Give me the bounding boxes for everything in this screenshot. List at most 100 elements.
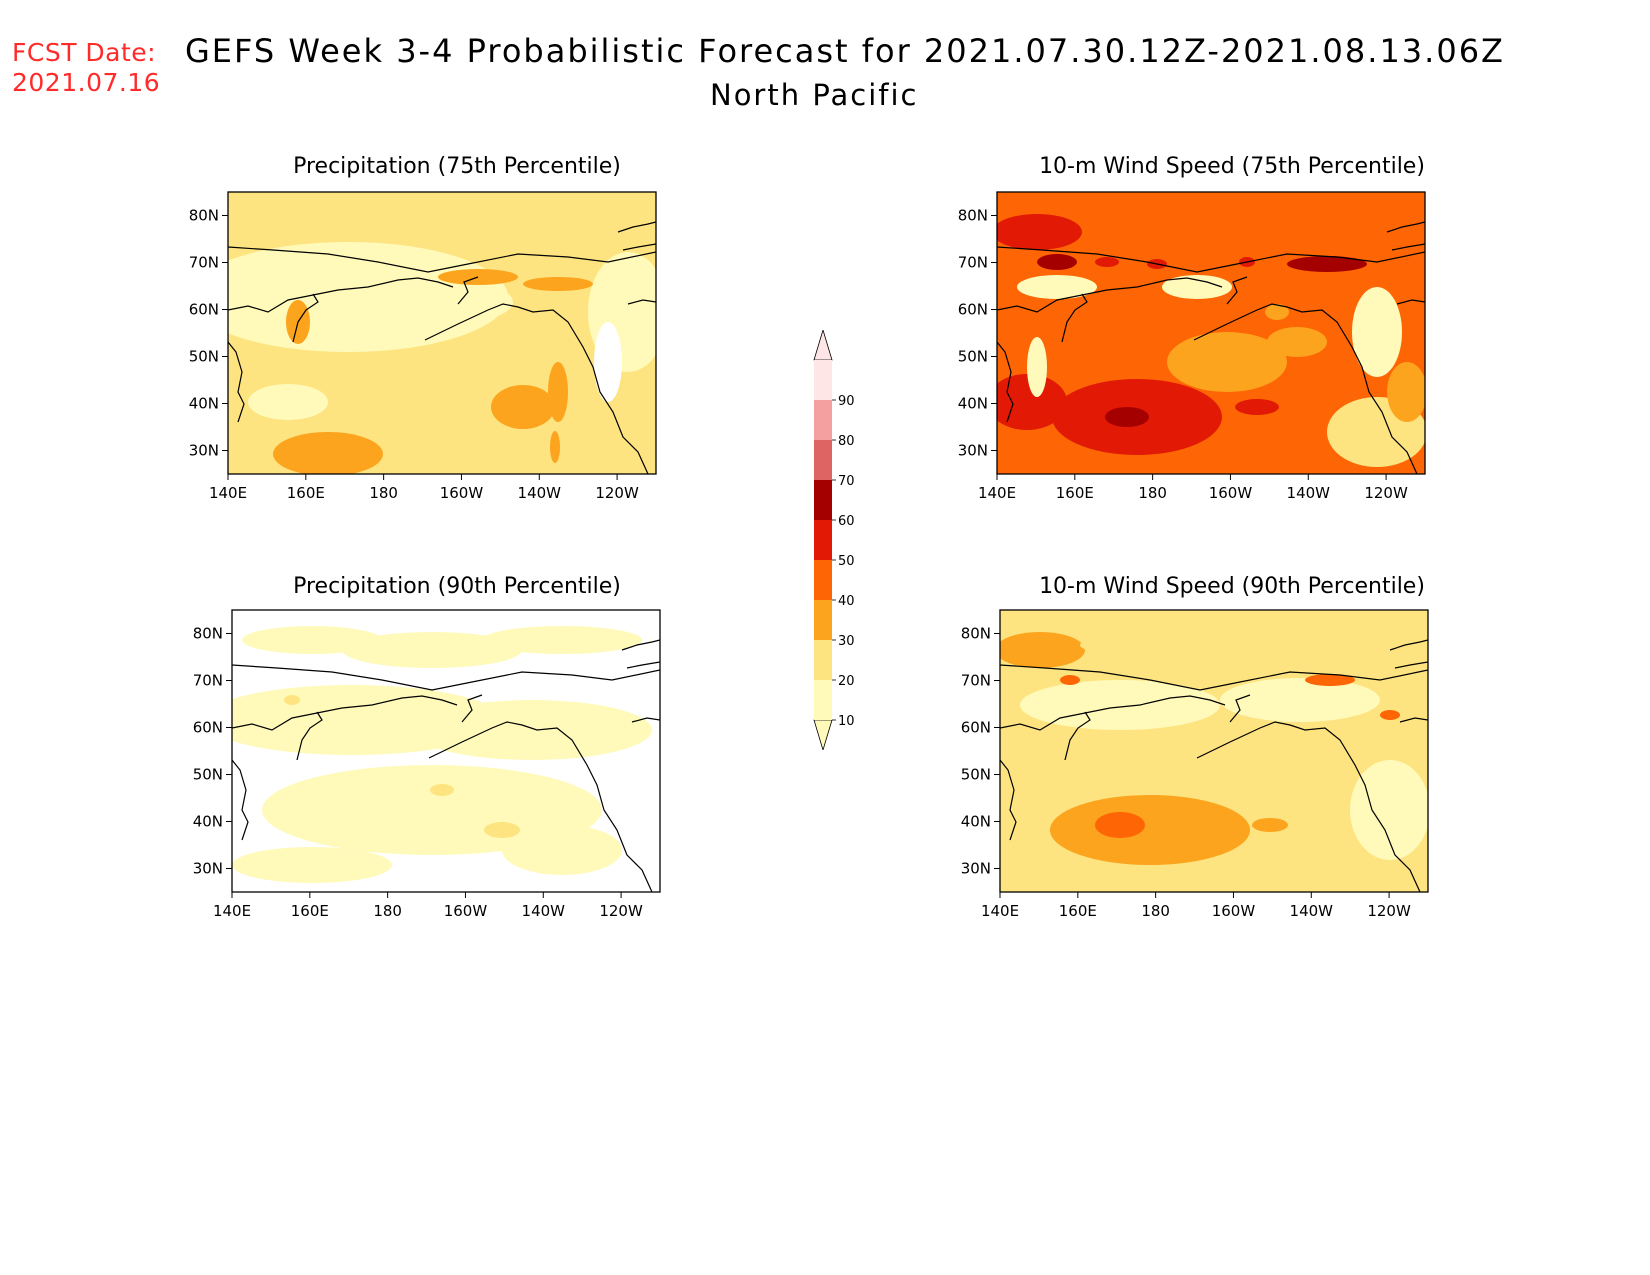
contour-shade (523, 277, 593, 291)
coastline (617, 221, 656, 233)
lat-tick-label: 70N (193, 672, 223, 690)
lon-tick-label: 180 (373, 902, 402, 920)
contour-shade (430, 784, 454, 796)
lon-tick-label: 180 (1141, 902, 1170, 920)
contour-shade (1080, 630, 1320, 660)
lat-tick-label: 50N (193, 766, 223, 784)
lat-tick-label: 60N (193, 719, 223, 737)
contour-shade (548, 362, 568, 422)
lat-tick-label: 70N (189, 254, 219, 272)
lon-tick-label: 160E (1056, 484, 1094, 502)
colorbar-swatch (814, 520, 832, 560)
lon-tick-label: 160W (440, 484, 484, 502)
coastline (622, 243, 656, 251)
coastline (631, 717, 660, 723)
lon-tick-label: 160E (1059, 902, 1097, 920)
panel-title: Precipitation (75th Percentile) (293, 154, 621, 179)
colorbar-cap-top (813, 330, 833, 361)
coastline (228, 246, 656, 273)
contour-shade (1265, 304, 1289, 320)
coastline (232, 664, 660, 691)
contour-shade (997, 214, 1082, 250)
lon-tick-label: 140E (978, 484, 1016, 502)
lat-tick-label: 80N (193, 625, 223, 643)
colorbar: 10 20 30 40 50 60 70 80 90 (813, 330, 855, 750)
contour-shade (594, 322, 622, 402)
lon-tick-label: 140E (981, 902, 1019, 920)
lat-tick-label: 60N (961, 719, 991, 737)
coastline (627, 299, 656, 305)
lat-tick-label: 80N (189, 207, 219, 225)
lat-tick-label: 30N (958, 442, 988, 460)
contour-shade (1287, 256, 1367, 272)
lat-tick-label: 60N (958, 301, 988, 319)
contour-shade (1305, 674, 1355, 686)
map-panel-precip-90: Precipitation (90th Percentile) 140E 160E… (193, 574, 661, 920)
contour-shade (1162, 275, 1232, 299)
contour-shade (550, 431, 560, 463)
lat-tick-label: 60N (189, 301, 219, 319)
colorbar-swatch (814, 640, 832, 680)
panel-title: 10-m Wind Speed (75th Percentile) (1039, 154, 1425, 179)
contour-shade (1027, 337, 1047, 397)
map-plot: 140E 160E 180 160W 140W 120W 30N 40N 50N 60N 70N 80… (961, 609, 1429, 920)
colorbar-label: 70 (838, 474, 855, 489)
colorbar-swatch (814, 480, 832, 520)
contour-shade (1017, 275, 1097, 299)
plot-frame (999, 609, 1429, 893)
lat-tick-label: 80N (958, 207, 988, 225)
page-subtitle: North Pacific (710, 78, 919, 112)
contour-shade (997, 374, 1067, 430)
coastline (461, 694, 483, 723)
lon-tick-label: 140E (213, 902, 251, 920)
coastline (457, 276, 479, 305)
lon-tick-label: 140W (518, 484, 562, 502)
contour-shade (1060, 675, 1080, 685)
lat-tick-label: 40N (961, 813, 991, 831)
coastline (1391, 243, 1425, 251)
colorbar-swatch (814, 400, 832, 440)
contour-field (232, 610, 660, 892)
contour-shade (1387, 362, 1425, 422)
map-plot: 140E 160E 180 160W 140W 120W 30N 40N 50N 60N 70N 80… (189, 191, 657, 502)
contour-shade (1000, 632, 1085, 668)
lon-tick-label: 140W (1290, 902, 1334, 920)
coastline (296, 711, 323, 761)
coastline (626, 661, 660, 669)
contour-shade (284, 695, 300, 705)
coastline (997, 246, 1425, 273)
lat-tick-label: 70N (958, 254, 988, 272)
contour-shade (1255, 760, 1345, 800)
lon-tick-label: 180 (369, 484, 398, 502)
lat-tick-label: 70N (961, 672, 991, 690)
contour-shade (484, 822, 520, 838)
coastline (1000, 695, 1226, 731)
contour-shade (1352, 287, 1402, 377)
colorbar-label: 90 (838, 394, 855, 409)
plot-frame (231, 609, 661, 893)
coastline (1396, 299, 1425, 305)
coastline (292, 293, 319, 343)
contour-shade (1235, 399, 1279, 415)
contour-shade (502, 825, 622, 875)
colorbar-swatch (814, 680, 832, 720)
coastline (1389, 639, 1428, 651)
lat-tick-label: 40N (193, 813, 223, 831)
lat-tick-label: 30N (193, 860, 223, 878)
lon-tick-label: 160E (291, 902, 329, 920)
fcst-label: FCST Date: (12, 38, 157, 67)
contour-field (228, 192, 656, 474)
contour-shade (1050, 795, 1250, 865)
map-panel-wind-90: 10-m Wind Speed (90th Percentile) 140E 16… (961, 574, 1429, 920)
fcst-date: 2021.07.16 (12, 68, 161, 97)
fcst-date-block: FCST Date: 2021.07.16 (12, 38, 160, 98)
lon-tick-label: 140E (209, 484, 247, 502)
colorbar-label: 50 (838, 554, 855, 569)
colorbar-label: 80 (838, 434, 855, 449)
contour-shade (248, 384, 328, 420)
lon-tick-label: 160W (1212, 902, 1256, 920)
plot-frame (227, 191, 657, 475)
lon-tick-label: 120W (595, 484, 639, 502)
coastline (1000, 759, 1017, 841)
lat-tick-label: 40N (958, 395, 988, 413)
